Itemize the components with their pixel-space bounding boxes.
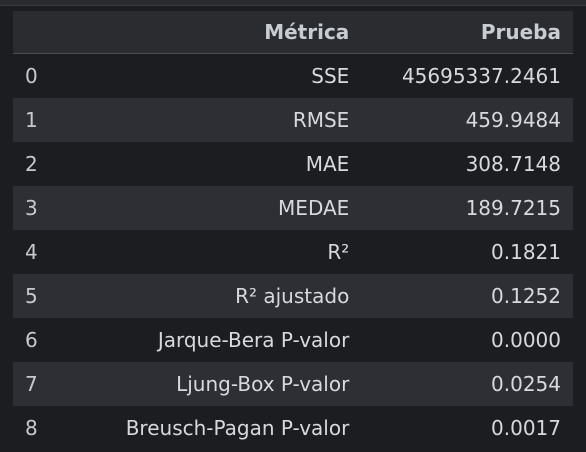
value-cell: 45695337.2461 [401, 64, 561, 88]
dataframe-table: Métrica Prueba 0 SSE 45695337.2461 1 RMS… [13, 11, 573, 450]
metric-column-header: Métrica [75, 11, 362, 54]
table-body: 0 SSE 45695337.2461 1 RMSE 459.9484 2 MA… [13, 53, 573, 450]
table-row: 3 MEDAE 189.7215 [13, 186, 573, 230]
value-cell: 308.7148 [465, 152, 561, 176]
metric-cell: Jarque-Bera P-valor [157, 328, 350, 352]
metric-cell: MAE [305, 152, 350, 176]
value-cell: 0.0254 [491, 372, 561, 396]
table-row: 4 R² 0.1821 [13, 230, 573, 274]
row-index: 1 [25, 108, 38, 132]
value-column-header: Prueba [361, 11, 573, 54]
value-cell: 0.0017 [491, 416, 561, 440]
value-cell: 0.1821 [491, 240, 561, 264]
row-index: 6 [25, 328, 38, 352]
row-index: 2 [25, 152, 38, 176]
metric-cell: Breusch-Pagan P-valor [125, 416, 350, 440]
table-row: 6 Jarque-Bera P-valor 0.0000 [13, 318, 573, 362]
metric-cell: R² ajustado [235, 284, 350, 308]
metric-cell: R² [327, 240, 350, 264]
value-cell: 459.9484 [465, 108, 561, 132]
row-index: 5 [25, 284, 38, 308]
metric-cell: Ljung-Box P-valor [176, 372, 350, 396]
table-row: 8 Breusch-Pagan P-valor 0.0017 [13, 406, 573, 450]
row-index: 8 [25, 416, 38, 440]
table-row: 5 R² ajustado 0.1252 [13, 274, 573, 318]
table-row: 1 RMSE 459.9484 [13, 98, 573, 142]
index-column-header [13, 11, 75, 54]
row-index: 4 [25, 240, 38, 264]
metric-cell: RMSE [292, 108, 350, 132]
metric-cell: SSE [311, 64, 350, 88]
table-row: 7 Ljung-Box P-valor 0.0254 [13, 362, 573, 406]
header-row: Métrica Prueba [13, 11, 573, 54]
row-index: 7 [25, 372, 38, 396]
value-cell: 0.0000 [491, 328, 561, 352]
value-cell: 189.7215 [465, 196, 561, 220]
table-row: 0 SSE 45695337.2461 [13, 53, 573, 98]
cell-top-border [0, 0, 586, 6]
value-cell: 0.1252 [491, 284, 561, 308]
metric-cell: MEDAE [278, 196, 350, 220]
table-row: 2 MAE 308.7148 [13, 142, 573, 186]
table-header: Métrica Prueba [13, 11, 573, 54]
row-index: 3 [25, 196, 38, 220]
row-index: 0 [25, 64, 38, 88]
